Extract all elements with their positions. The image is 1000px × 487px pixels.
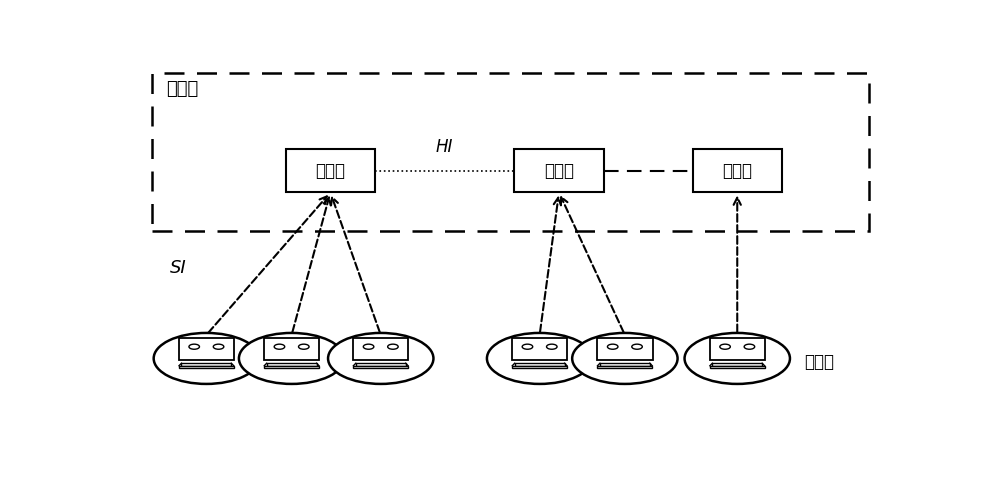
Bar [710,338,765,360]
Bar [353,338,408,360]
Bar [514,150,604,192]
Bar [712,363,762,366]
Bar [512,366,567,368]
Circle shape [607,344,618,349]
Bar [597,366,652,368]
Circle shape [720,344,730,349]
Circle shape [154,333,259,384]
Circle shape [213,344,224,349]
Bar [515,363,565,366]
Bar [152,74,869,231]
Circle shape [363,344,374,349]
Circle shape [572,333,678,384]
Text: HI: HI [436,138,453,156]
Circle shape [328,333,433,384]
Circle shape [487,333,592,384]
Text: 雾结点: 雾结点 [315,162,345,180]
Circle shape [744,344,755,349]
Circle shape [388,344,398,349]
Circle shape [239,333,344,384]
Bar [264,366,319,368]
Bar [179,338,234,360]
Text: SI: SI [170,260,187,278]
Circle shape [685,333,790,384]
Circle shape [299,344,309,349]
Bar [693,150,782,192]
Circle shape [189,344,199,349]
Circle shape [547,344,557,349]
Bar [286,150,375,192]
Bar [353,366,408,368]
Text: 雾结点: 雾结点 [544,162,574,180]
Bar [597,338,653,360]
Bar [179,366,234,368]
Bar [264,338,319,360]
Text: 雾结点: 雾结点 [722,162,752,180]
Bar [600,363,650,366]
Circle shape [274,344,285,349]
Bar [710,366,765,368]
Bar [181,363,231,366]
Circle shape [522,344,533,349]
Text: 机器人: 机器人 [804,353,834,371]
Bar [512,338,567,360]
Bar [267,363,317,366]
Text: 雾网络: 雾网络 [166,80,198,98]
Bar [356,363,406,366]
Circle shape [632,344,642,349]
